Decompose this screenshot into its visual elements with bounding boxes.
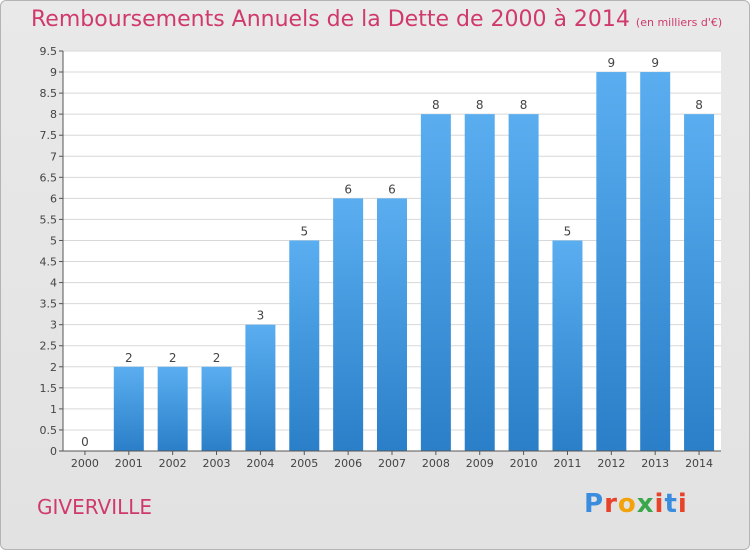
y-tick-label: 3 <box>50 319 57 332</box>
y-axis-ticks: 0 0.5 1 1.5 2 2.5 3 3.5 4 4.5 5 5.5 6 6.5 7 7.5 8 8.5 9 9.5 <box>40 45 63 458</box>
x-tick-label: 2007 <box>378 457 406 470</box>
data-label: 8 <box>476 98 484 112</box>
bar-2007 <box>377 198 407 451</box>
bar-2011 <box>552 240 583 451</box>
proxiti-logo: Proxiti <box>584 489 688 519</box>
bar-2004 <box>245 324 276 451</box>
logo-letter: x <box>636 489 655 519</box>
chart-title-text: Remboursements Annuels de la Dette de 20… <box>31 7 630 32</box>
data-labels: 0 2 2 2 3 5 6 6 8 8 8 5 9 9 8 <box>81 56 703 449</box>
data-label: 5 <box>564 224 572 238</box>
x-tick-label: 2010 <box>510 457 538 470</box>
data-label: 8 <box>520 98 528 112</box>
bars <box>113 72 715 451</box>
data-label: 6 <box>388 182 396 196</box>
bar-2014 <box>684 114 715 451</box>
data-label: 3 <box>257 309 265 323</box>
data-label: 9 <box>651 56 659 70</box>
data-label: 0 <box>81 435 89 449</box>
x-tick-label: 2013 <box>641 457 669 470</box>
y-tick-label: 6 <box>50 192 57 205</box>
logo-letter: i <box>654 489 665 519</box>
data-label: 2 <box>169 351 177 365</box>
y-tick-label: 4 <box>50 277 57 290</box>
x-tick-label: 2006 <box>334 457 362 470</box>
y-tick-label: 7 <box>50 150 57 163</box>
data-label: 2 <box>213 351 221 365</box>
bar-2010 <box>508 114 539 451</box>
y-tick-label: 2.5 <box>40 340 58 353</box>
x-tick-label: 2000 <box>71 457 99 470</box>
bar-2008 <box>420 114 451 451</box>
x-tick-label: 2014 <box>685 457 713 470</box>
bar-2005 <box>289 240 320 451</box>
x-tick-label: 2009 <box>466 457 494 470</box>
y-tick-label: 8 <box>50 108 57 121</box>
x-tick-label: 2012 <box>597 457 625 470</box>
bar-2002 <box>157 366 188 451</box>
bar-2006 <box>333 198 364 451</box>
logo-letter: r <box>604 489 618 519</box>
y-tick-label: 5 <box>50 234 57 247</box>
y-tick-label: 9 <box>50 66 57 79</box>
data-label: 6 <box>344 182 352 196</box>
x-tick-label: 2002 <box>159 457 187 470</box>
x-tick-label: 2001 <box>115 457 143 470</box>
logo-letter: i <box>677 489 688 519</box>
x-tick-label: 2005 <box>290 457 318 470</box>
x-tick-label: 2004 <box>246 457 274 470</box>
y-tick-label: 2 <box>50 361 57 374</box>
x-tick-label: 2011 <box>553 457 581 470</box>
bar-2009 <box>464 114 495 451</box>
chart-subtitle: (en milliers d'€) <box>635 16 723 29</box>
data-label: 5 <box>300 224 308 238</box>
y-tick-label: 1.5 <box>40 382 58 395</box>
x-tick-label: 2008 <box>422 457 450 470</box>
y-tick-label: 1 <box>50 403 57 416</box>
bar-2001 <box>113 366 144 451</box>
data-label: 2 <box>125 351 133 365</box>
bar-2003 <box>201 366 232 451</box>
data-label: 8 <box>432 98 440 112</box>
data-label: 9 <box>608 56 616 70</box>
y-tick-label: 5.5 <box>40 213 58 226</box>
chart-title: Remboursements Annuels de la Dette de 20… <box>31 7 722 32</box>
y-tick-label: 9.5 <box>40 45 58 58</box>
logo-letter: t <box>664 489 678 519</box>
y-tick-label: 0.5 <box>40 424 58 437</box>
logo-letter: P <box>584 489 605 519</box>
logo-letter: o <box>617 489 637 519</box>
x-tick-label: 2003 <box>203 457 231 470</box>
data-label: 8 <box>695 98 703 112</box>
bar-2012 <box>596 72 627 451</box>
y-tick-label: 8.5 <box>40 87 58 100</box>
bar-2013 <box>640 72 671 451</box>
y-tick-label: 3.5 <box>40 298 58 311</box>
y-tick-label: 7.5 <box>40 129 58 142</box>
x-axis-ticks: 2000 2001 2002 2003 2004 2005 2006 2007 2008 2009… <box>71 451 713 470</box>
commune-name: GIVERVILLE <box>37 495 153 519</box>
y-tick-label: 4.5 <box>40 256 58 269</box>
y-tick-label: 6.5 <box>40 171 58 184</box>
y-tick-label: 0 <box>50 445 57 458</box>
